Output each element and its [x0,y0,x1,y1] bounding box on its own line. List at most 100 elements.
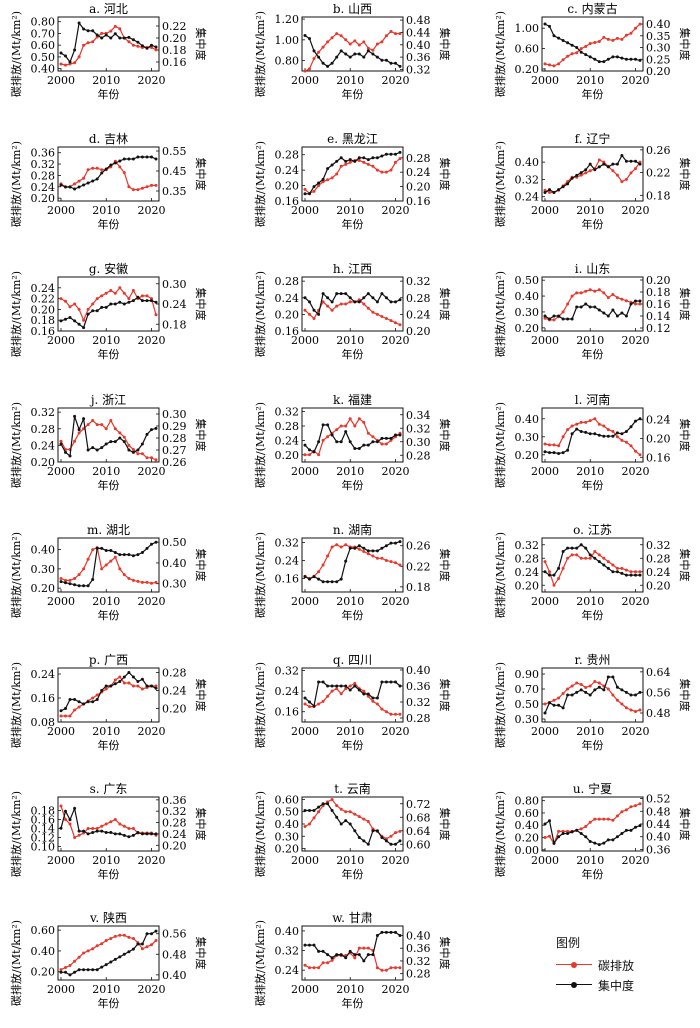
data-point-carbon [317,810,321,814]
data-point-carbon [344,302,348,306]
data-point-concentration [335,159,339,163]
right-tick-label: 0.22 [406,560,431,573]
x-tick-label: 2020 [137,74,165,87]
data-point-carbon [357,946,361,950]
panel-title: n. 湖南 [333,522,372,537]
data-point-concentration [602,60,606,64]
data-point-concentration [136,448,140,452]
data-point-carbon [629,805,633,809]
data-point-carbon [95,166,99,170]
series-line-concentration [60,296,157,329]
x-axis-label: 年份 [98,867,120,881]
data-point-concentration [380,546,384,550]
right-tick-label: 0.20 [162,703,187,716]
data-point-carbon [371,164,375,168]
data-point-carbon [127,681,131,685]
data-point-concentration [68,698,72,701]
legend-item-concentration: 集中度 [556,975,634,995]
data-point-concentration [371,549,375,553]
data-point-concentration [362,839,366,843]
left-tick-label: 0.30 [515,306,540,319]
data-point-concentration [634,159,637,163]
data-point-carbon [122,824,126,828]
panel-title: d. 吉林 [89,132,128,146]
left-tick-label: 0.16 [31,325,56,338]
data-point-concentration [312,49,316,53]
data-point-concentration [353,829,357,833]
data-point-concentration [109,440,113,444]
right-tick-label: 0.28 [406,712,431,725]
x-axis-label: 年份 [98,87,120,101]
x-tick-label: 2000 [47,334,75,347]
data-point-carbon [366,46,370,50]
data-point-carbon [357,159,361,162]
data-point-concentration [362,296,366,300]
data-point-concentration [584,53,588,57]
data-point-concentration [127,300,131,304]
data-point-concentration [624,430,628,433]
data-point-concentration [557,314,561,318]
data-point-carbon [109,29,113,33]
data-point-carbon [150,456,153,460]
right-tick-label: 0.40 [646,831,671,844]
data-point-concentration [638,58,642,62]
data-point-carbon [317,453,321,457]
left-tick-label: 0.12 [31,832,56,845]
x-tick-label: 2020 [381,725,409,738]
panel-title: m. 湖北 [87,522,130,537]
left-tick-label: 0.40 [31,945,56,958]
chart-panel-5: e. 黑龙江0.160.200.240.280.160.200.240.2820… [253,132,452,231]
data-point-carbon [389,834,393,838]
x-axis-label: 年份 [342,87,364,101]
right-tick-label: 0.18 [162,318,187,331]
x-tick-label: 2020 [137,595,165,608]
data-point-concentration [552,34,556,38]
data-point-concentration [91,700,95,704]
data-point-carbon [357,417,361,421]
data-point-concentration [145,832,149,836]
data-point-concentration [82,183,86,187]
data-point-carbon [362,689,366,693]
data-point-carbon [109,820,113,824]
data-point-carbon [389,966,393,970]
right-tick-label: 0.24 [646,566,671,579]
x-tick-label: 2020 [137,725,165,738]
y-axis-label-right: 集中度 [194,549,208,582]
data-point-concentration [150,932,153,936]
data-point-carbon [91,166,95,170]
right-tick-label: 0.32 [406,696,431,709]
series-line-carbon [544,680,641,713]
right-tick-label: 0.20 [646,433,671,446]
data-point-concentration [131,38,135,42]
data-point-carbon [579,291,583,295]
data-point-concentration [353,953,357,957]
left-tick-label: 0.32 [515,173,540,186]
data-point-concentration [348,949,352,953]
data-point-concentration [64,581,67,585]
panel-title: c. 内蒙古 [567,1,617,16]
left-tick-label: 0.80 [275,55,300,68]
data-point-concentration [375,156,379,160]
right-tick-label: 0.60 [406,838,431,851]
data-point-carbon [588,169,592,173]
data-point-carbon [127,297,131,301]
panel-title: h. 江西 [333,262,372,276]
series-line-carbon [304,798,401,840]
chart-panel-22: v. 陕西 0.20 0.40 0.60 0.40 0.48 0.56 2000 2010 202… [9,910,208,1010]
data-point-concentration [59,319,63,323]
data-point-concentration [113,302,117,306]
data-point-concentration [127,35,131,39]
data-point-concentration [353,159,357,163]
data-point-carbon [624,299,628,303]
left-tick-label: 0.60 [31,39,56,52]
data-point-carbon [339,545,343,549]
data-point-concentration [317,680,321,684]
data-point-concentration [638,417,642,421]
data-point-carbon [339,164,343,168]
data-point-carbon [624,808,628,812]
data-point-carbon [77,573,81,577]
chart-panel-14: n. 湖南 0.16 0.24 0.32 0.18 0.22 0.26 2000 2010 202… [253,522,452,622]
data-point-carbon [620,37,624,41]
data-point-concentration [145,155,149,159]
data-point-carbon [398,563,402,567]
